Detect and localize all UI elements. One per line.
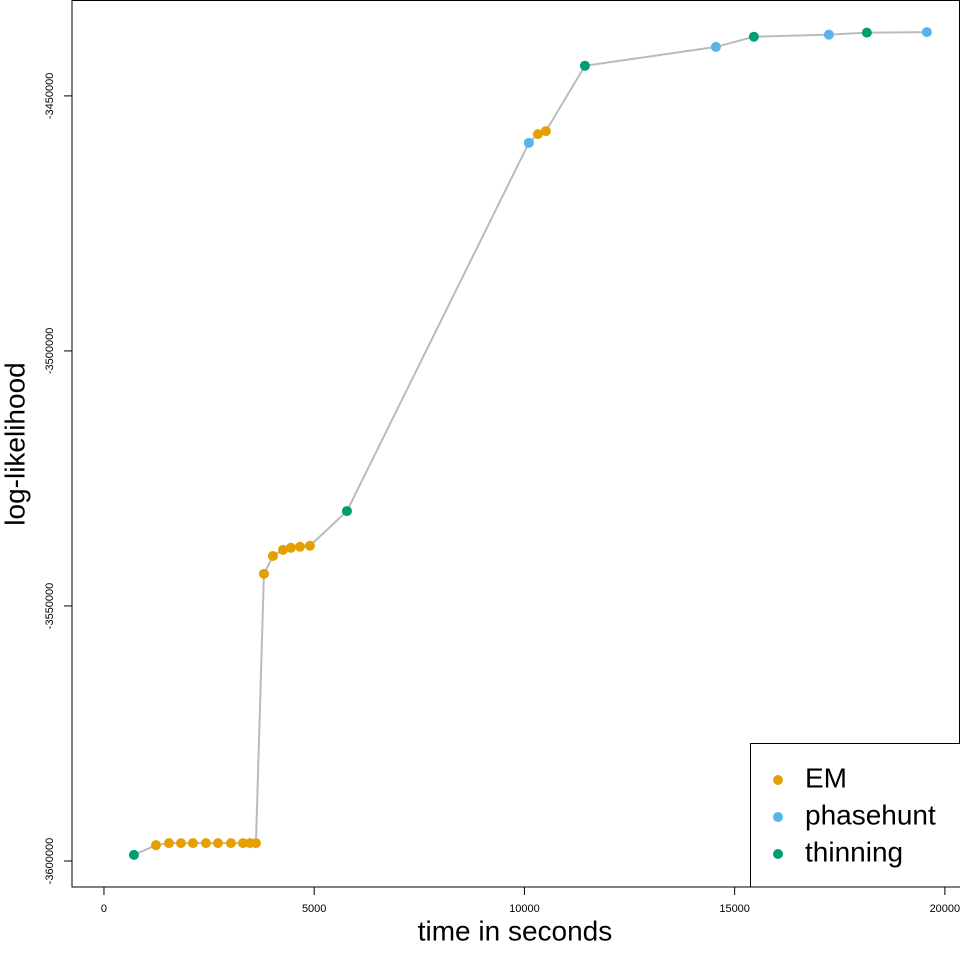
data-point (250, 838, 261, 849)
data-point (540, 126, 551, 137)
legend-marker (773, 849, 783, 859)
legend-label: EM (805, 762, 847, 793)
data-point (225, 838, 236, 849)
y-tick-label: -3550000 (44, 583, 56, 630)
data-point (532, 129, 543, 140)
data-point (187, 838, 198, 849)
data-point (150, 840, 161, 851)
legend-label: thinning (805, 836, 903, 867)
data-point (579, 60, 590, 71)
data-point (823, 29, 834, 40)
y-tick-label: -3500000 (44, 328, 56, 375)
x-tick-label: 20000 (930, 903, 960, 915)
trace-line (133, 31, 927, 856)
data-point (237, 838, 248, 849)
y-axis-label: log-likelihood (0, 362, 30, 525)
x-tick-label: 10000 (509, 903, 540, 915)
y-tick-label: -3450000 (44, 73, 56, 120)
legend-marker (773, 812, 783, 822)
data-point (921, 27, 932, 38)
data-point (212, 838, 223, 849)
legend-box (750, 743, 960, 888)
legend-marker (773, 775, 783, 785)
data-point (710, 41, 721, 52)
legend-label: phasehunt (805, 799, 936, 830)
x-tick-label: 15000 (719, 903, 750, 915)
data-point (294, 541, 305, 552)
data-point (163, 838, 174, 849)
data-point (304, 540, 315, 551)
data-point (267, 550, 278, 561)
data-point (861, 27, 872, 38)
data-point (285, 542, 296, 553)
data-point (128, 849, 139, 860)
data-point (277, 544, 288, 555)
data-point (341, 506, 352, 517)
data-point (200, 838, 211, 849)
x-tick-label: 5000 (302, 903, 326, 915)
data-point (748, 31, 759, 42)
data-point (258, 568, 269, 579)
y-tick-label: -3600000 (44, 838, 56, 885)
x-tick-label: 0 (101, 903, 107, 915)
data-point (175, 838, 186, 849)
x-axis-label: time in seconds (418, 915, 613, 946)
data-point (523, 137, 534, 148)
